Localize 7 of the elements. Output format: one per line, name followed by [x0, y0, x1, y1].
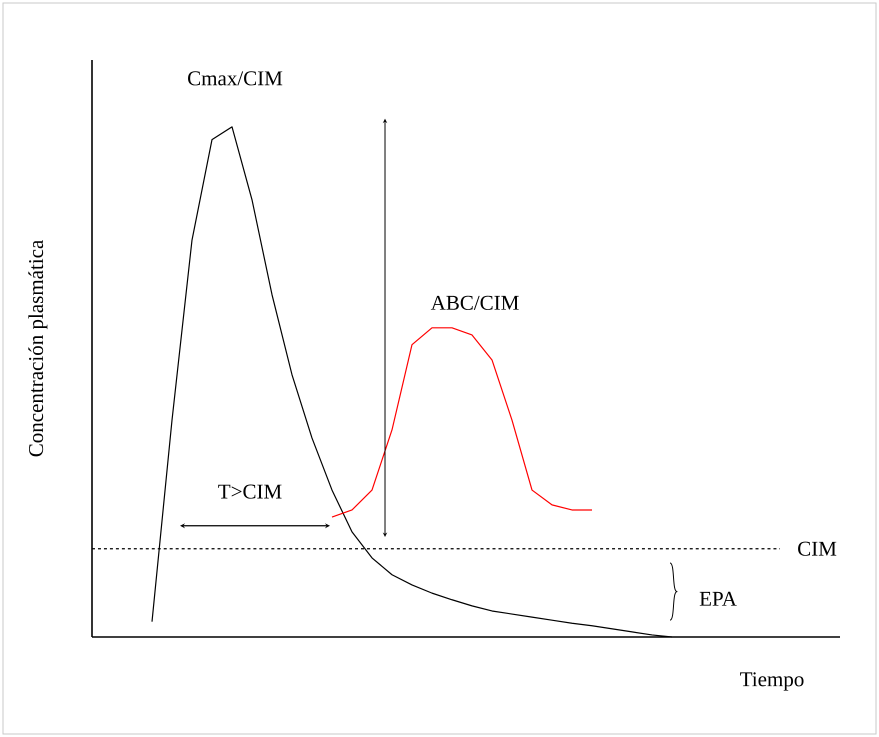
y-axis-title: Concentración plasmática [28, 240, 48, 456]
ref-line-label: CIM [798, 542, 836, 556]
annotation: T>CIM [218, 484, 282, 499]
x-axis-title: Tiempo [740, 672, 804, 691]
annotation: ABC/CIM [430, 296, 519, 310]
text: Cmax/CIM [188, 71, 282, 86]
annotation: EPA [700, 592, 737, 606]
